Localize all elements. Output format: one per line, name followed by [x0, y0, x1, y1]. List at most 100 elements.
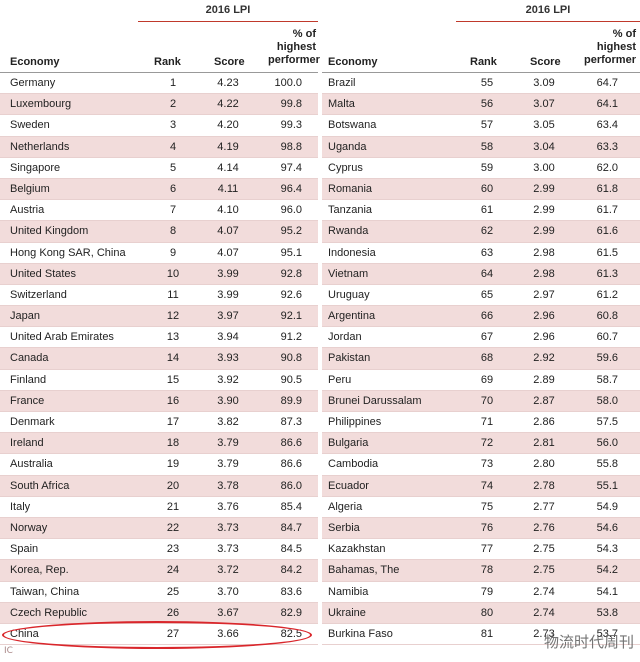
pct-cell: 58.7: [596, 373, 618, 386]
score-cell: 2.92: [533, 352, 555, 365]
score-cell: 3.04: [533, 140, 555, 153]
rank-cell: 6: [169, 182, 177, 195]
score-cell: 3.07: [533, 98, 555, 111]
pct-cell: 59.6: [596, 352, 618, 365]
table-row: Taiwan, China 25 3.70 83.6: [0, 582, 318, 603]
rank-cell: 3: [169, 119, 177, 132]
economy-cell: Rwanda: [328, 225, 369, 238]
score-cell: 2.78: [533, 479, 555, 492]
watermark-small: IC: [4, 646, 13, 656]
table-row: Algeria 75 2.77 54.9: [322, 497, 640, 518]
economy-cell: Uganda: [328, 140, 367, 153]
rank-cell: 57: [480, 119, 494, 132]
rank-cell: 20: [166, 479, 180, 492]
economy-cell: Ecuador: [328, 479, 369, 492]
economy-cell: Singapore: [10, 161, 61, 174]
economy-cell: Uruguay: [328, 288, 370, 301]
col-header-rank: Rank: [154, 56, 181, 68]
pct-cell: 84.7: [280, 521, 302, 534]
score-cell: 2.89: [533, 373, 555, 386]
pct-cell: 82.5: [280, 627, 302, 640]
score-cell: 2.99: [533, 225, 555, 238]
rank-cell: 9: [169, 246, 177, 259]
pct-cell: 63.4: [596, 119, 618, 132]
table-row: Denmark 17 3.82 87.3: [0, 412, 318, 434]
pct-cell: 61.8: [596, 182, 618, 195]
pct-cell: 84.5: [280, 543, 302, 556]
table-row: Netherlands 4 4.19 98.8: [0, 136, 318, 158]
table-row: Austria 7 4.10 96.0: [0, 200, 318, 222]
economy-cell: Netherlands: [10, 140, 70, 153]
col-header-pct: % of highest performer: [268, 28, 320, 66]
economy-cell: Vietnam: [328, 267, 369, 280]
economy-cell: Ukraine: [328, 606, 366, 619]
score-cell: 2.96: [533, 310, 555, 323]
score-cell: 2.87: [533, 394, 555, 407]
table-row: Cambodia 73 2.80 55.8: [322, 454, 640, 476]
economy-cell: Malta: [328, 98, 355, 111]
table-row: Cyprus 59 3.00 62.0: [322, 158, 640, 179]
rank-cell: 16: [166, 394, 180, 407]
pct-cell: 56.0: [596, 437, 618, 450]
table-row: Pakistan 68 2.92 59.6: [322, 348, 640, 370]
table-row: Sweden 3 4.20 99.3: [0, 115, 318, 137]
economy-cell: Hong Kong SAR, China: [10, 246, 126, 259]
rank-cell: 12: [166, 310, 180, 323]
rank-cell: 79: [480, 585, 494, 598]
table-row: United Kingdom 8 4.07 95.2: [0, 221, 318, 243]
col-header-economy: Economy: [328, 56, 378, 68]
score-cell: 2.74: [533, 606, 555, 619]
rank-cell: 78: [480, 564, 494, 577]
rank-cell: 24: [166, 564, 180, 577]
table-row: Rwanda 62 2.99 61.6: [322, 221, 640, 243]
table-row: Malta 56 3.07 64.1: [322, 94, 640, 116]
rank-cell: 4: [169, 140, 177, 153]
pct-cell: 92.1: [280, 310, 302, 323]
pct-cell: 95.2: [280, 225, 302, 238]
rank-cell: 70: [480, 394, 494, 407]
rank-cell: 62: [480, 225, 494, 238]
economy-cell: Czech Republic: [10, 606, 88, 619]
rank-cell: 68: [480, 352, 494, 365]
left-rows: Germany 1 4.23 100.0 Luxembourg 2 4.22 99.8 Swed…: [0, 73, 318, 646]
pct-cell: 53.8: [596, 606, 618, 619]
economy-cell: Taiwan, China: [10, 585, 80, 598]
score-cell: 2.96: [533, 331, 555, 344]
score-cell: 3.73: [217, 543, 239, 556]
lpi-group-rule: [456, 21, 640, 22]
pct-cell: 85.4: [280, 500, 302, 513]
economy-cell: Bahamas, The: [328, 564, 400, 577]
economy-cell: Japan: [10, 310, 40, 323]
economy-cell: Cambodia: [328, 458, 379, 471]
score-cell: 3.99: [217, 288, 239, 301]
col-header-rank: Rank: [470, 56, 497, 68]
economy-cell: Italy: [10, 500, 31, 513]
table-row: Ireland 18 3.79 86.6: [0, 433, 318, 455]
watermark: 物流时代周刊: [543, 633, 634, 651]
rank-cell: 66: [480, 310, 494, 323]
economy-cell: Kazakhstan: [328, 543, 386, 556]
economy-cell: United States: [10, 267, 77, 280]
pct-cell: 63.3: [596, 140, 618, 153]
economy-cell: Jordan: [328, 331, 362, 344]
pct-cell: 64.1: [596, 98, 618, 111]
pct-cell: 89.9: [280, 394, 302, 407]
table-row: Singapore 5 4.14 97.4: [0, 158, 318, 179]
score-cell: 4.07: [217, 225, 239, 238]
pct-cell: 61.6: [596, 225, 618, 238]
table-row: Burkina Faso 81 2.73 53.7: [322, 624, 640, 646]
pct-cell: 64.7: [596, 77, 618, 89]
table-row: Norway 22 3.73 84.7: [0, 517, 318, 540]
rank-cell: 17: [166, 416, 180, 428]
pct-cell: 60.8: [596, 310, 618, 323]
pct-cell: 90.8: [280, 352, 302, 365]
table-row: Canada 14 3.93 90.8: [0, 348, 318, 370]
score-cell: 2.75: [533, 543, 555, 556]
pct-cell: 96.0: [280, 204, 302, 217]
header-rule: [322, 72, 640, 73]
rank-cell: 56: [480, 98, 494, 111]
economy-cell: Burkina Faso: [328, 627, 393, 640]
score-cell: 3.00: [533, 161, 555, 174]
economy-cell: Belgium: [10, 182, 50, 195]
rank-cell: 15: [166, 373, 180, 386]
